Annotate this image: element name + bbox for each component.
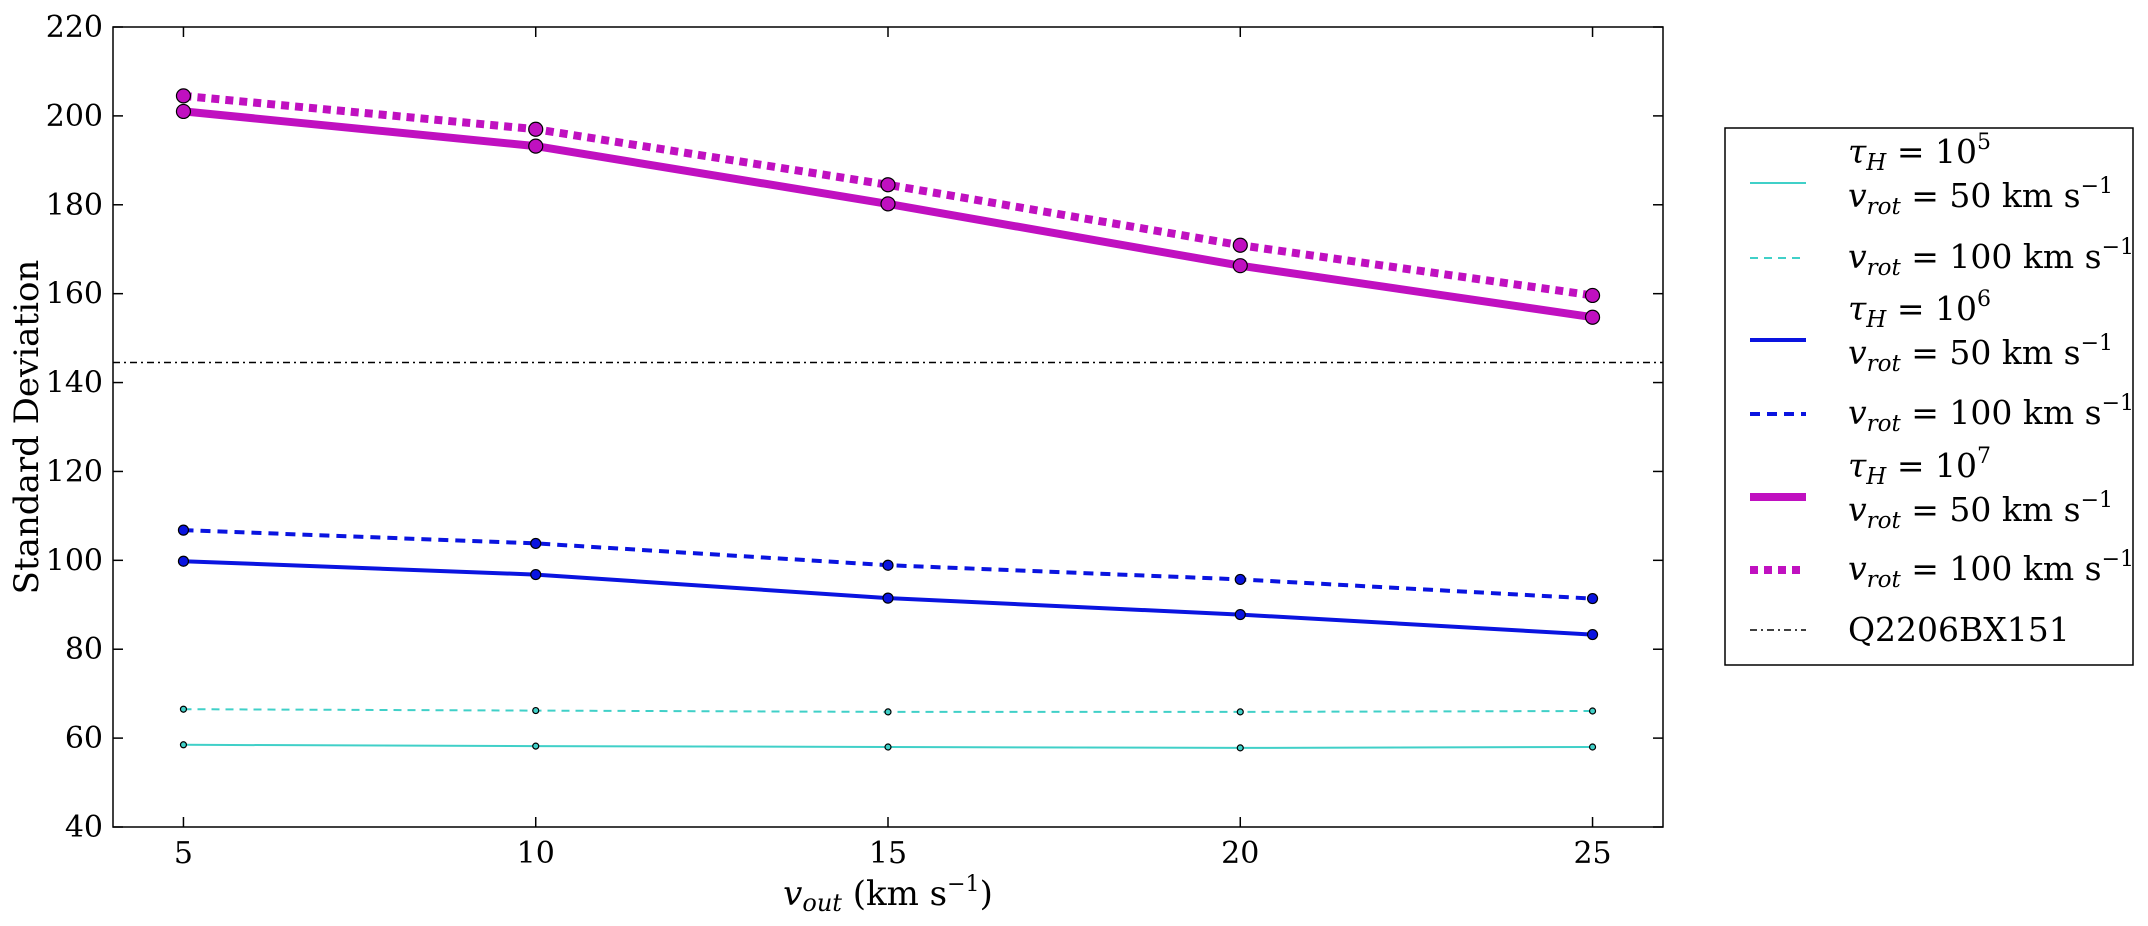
data-point-tau5_v50-5 (179, 741, 188, 749)
data-point-tau5_v100-15 (884, 708, 892, 716)
data-point-tau5_v100-10 (532, 706, 540, 715)
ticks: 5 10 15 20 25 40 60 80 100 120 140 160 180 200 220 (46, 10, 1663, 871)
data-point-tau5_v50-15 (884, 743, 892, 751)
data-point-tau7_v100-20 (1232, 237, 1248, 253)
data-point-tau5_v50-20 (1236, 744, 1244, 752)
y-tick-label: 140 (46, 366, 103, 401)
y-tick-label: 200 (46, 99, 103, 134)
y-tick-label: 100 (46, 543, 103, 578)
y-tick-label: 40 (65, 810, 103, 845)
data-point-tau6_v100-15 (882, 559, 894, 571)
legend-entry-tau6-v50: vrot = 50 km s−1 (1848, 331, 2113, 377)
x-tick-label: 15 (869, 836, 907, 871)
x-tick-label: 25 (1573, 836, 1611, 871)
data-point-tau6_v50-10 (530, 568, 542, 581)
data-point-tau7_v100-5 (175, 88, 192, 104)
data-point-tau6_v100-20 (1234, 573, 1246, 586)
data-point-tau7_v50-5 (175, 103, 192, 120)
y-tick-label: 160 (46, 277, 103, 312)
data-point-tau7_v50-10 (528, 138, 544, 154)
legend-entry-tau7-v50: vrot = 50 km s−1 (1848, 488, 2113, 534)
legend: τH = 105 vrot = 50 km s−1 vrot = 100 km … (1724, 127, 2134, 666)
data-point-tau6_v50-25 (1586, 628, 1599, 641)
series-line-tau7_v100 (183, 91, 1594, 300)
data-point-tau5_v100-20 (1236, 708, 1244, 716)
y-tick-label: 60 (65, 721, 103, 756)
data-point-tau5_v100-5 (179, 705, 188, 713)
y-tick-label: 120 (46, 454, 103, 489)
legend-entry-reference: Q2206BX151 (1848, 610, 2070, 649)
data-point-tau7_v100-25 (1584, 287, 1601, 304)
plot-marks (113, 88, 1663, 752)
data-point-tau5_v50-10 (532, 742, 540, 750)
data-point-tau7_v100-10 (528, 121, 544, 137)
legend-group-tau6: τH = 106 (1848, 287, 1991, 333)
x-tick-label: 20 (1221, 836, 1259, 871)
legend-entry-tau7-v100: vrot = 100 km s−1 (1848, 547, 2134, 593)
y-axis-label: Standard Deviation (7, 260, 47, 595)
data-point-tau5_v100-25 (1588, 707, 1597, 715)
data-point-tau6_v100-10 (530, 537, 542, 550)
data-point-tau6_v50-20 (1234, 608, 1246, 621)
data-point-tau6_v100-25 (1586, 592, 1599, 605)
data-point-tau6_v100-5 (177, 524, 190, 536)
y-tick-label: 80 (65, 632, 103, 667)
y-tick-label: 180 (46, 188, 103, 223)
data-point-tau5_v50-25 (1588, 743, 1597, 751)
data-point-tau6_v50-15 (882, 592, 894, 604)
plot-frame (112, 26, 1664, 828)
data-point-tau7_v50-25 (1584, 309, 1601, 325)
series-line-tau7_v50 (183, 107, 1594, 322)
data-point-tau7_v50-15 (880, 196, 896, 212)
legend-entry-tau5-v50: vrot = 50 km s−1 (1848, 174, 2113, 220)
legend-group-tau5: τH = 105 (1848, 130, 1991, 176)
legend-entry-tau6-v100: vrot = 100 km s−1 (1848, 391, 2134, 437)
data-point-tau6_v50-5 (177, 555, 190, 567)
legend-group-tau7: τH = 107 (1848, 444, 1991, 490)
x-tick-label: 5 (174, 836, 193, 871)
y-tick-label: 220 (46, 10, 103, 45)
x-tick-label: 10 (517, 836, 555, 871)
x-axis-label: vout (km s−1) (783, 872, 993, 917)
data-point-tau7_v100-15 (880, 177, 896, 193)
data-point-tau7_v50-20 (1232, 258, 1248, 274)
legend-frame (1724, 127, 2134, 666)
legend-entry-tau5-v100: vrot = 100 km s−1 (1848, 235, 2134, 281)
